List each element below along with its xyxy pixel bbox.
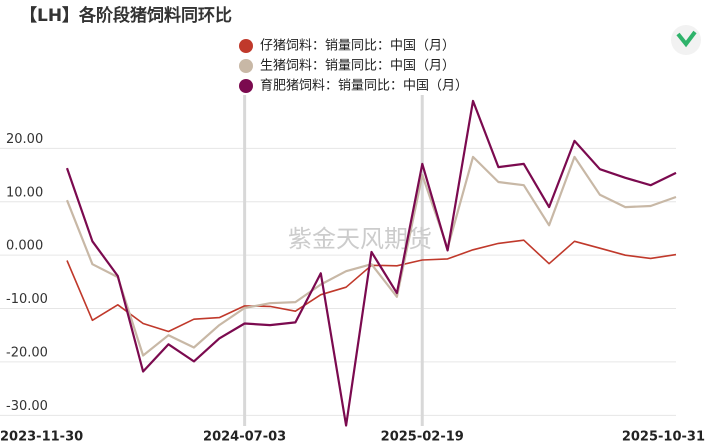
logo (671, 25, 701, 55)
y-tick-label: 10.00 (6, 185, 43, 200)
legend-label: 生猪饲料：销量同比：中国（月） (260, 59, 455, 74)
x-tick-label: 2025-10-31 (622, 430, 705, 445)
y-tick-label: 20.00 (6, 132, 43, 147)
x-tick-label: 2023-11-30 (0, 430, 83, 445)
legend-label: 仔猪饲料：销量同比：中国（月） (260, 39, 455, 54)
x-tick-label: 2024-07-03 (203, 430, 286, 445)
y-tick-label: 0.000 (6, 239, 43, 254)
legend-marker (239, 79, 253, 93)
x-tick-label: 2025-02-19 (381, 430, 464, 445)
y-tick-label: -30.00 (6, 399, 48, 414)
y-tick-label: -10.00 (6, 292, 48, 307)
chart-title: 【LH】各阶段猪饲料同环比 (20, 5, 232, 26)
series-line (65, 155, 677, 357)
legend-label: 育肥猪饲料：销量同比：中国（月） (260, 78, 468, 94)
legend-marker (239, 39, 253, 53)
legend-marker (239, 59, 253, 73)
y-tick-label: -20.00 (6, 345, 48, 360)
series-line (65, 99, 677, 427)
